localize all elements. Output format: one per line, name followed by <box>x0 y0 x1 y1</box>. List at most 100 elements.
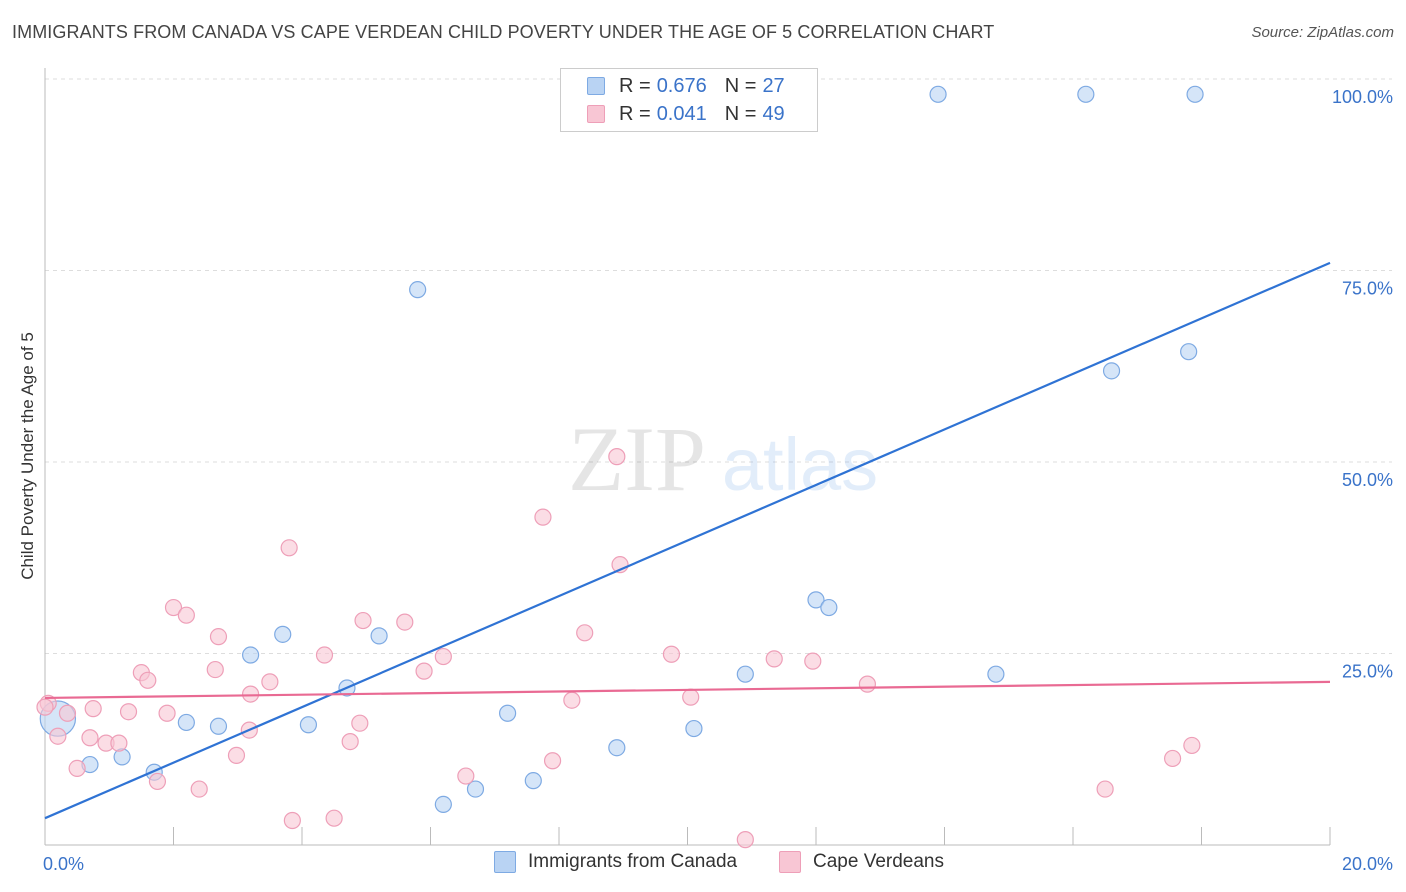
canada-point <box>685 719 703 738</box>
x-tick-label: 20.0% <box>1342 854 1393 874</box>
watermark: ZIP atlas <box>568 408 878 510</box>
legend-label-capeverde: Cape Verdeans <box>813 851 944 872</box>
watermark-atlas: atlas <box>722 423 878 506</box>
capeverde-point <box>457 767 475 785</box>
capeverde-point <box>177 606 195 624</box>
canada-point <box>409 281 427 299</box>
r-label: R = <box>619 102 651 125</box>
watermark-zip: ZIP <box>568 408 706 510</box>
capeverde-point <box>563 691 581 709</box>
canada-legend-swatch <box>494 851 516 873</box>
canada-point <box>299 716 318 734</box>
canada-point <box>1186 85 1204 103</box>
legend-item-canada[interactable]: Immigrants from Canada <box>494 851 737 873</box>
y-tick-label: 25.0% <box>1342 662 1393 682</box>
n-label: N = <box>724 102 757 125</box>
canada-point <box>370 627 388 645</box>
canada-point <box>466 780 485 798</box>
capeverde-point <box>1183 736 1201 755</box>
grid-layer <box>45 78 1392 654</box>
y-tick-label: 50.0% <box>1342 470 1393 490</box>
canada-point <box>524 772 542 790</box>
canada-point <box>736 665 754 683</box>
canada-point <box>1102 362 1121 380</box>
capeverde-point <box>858 675 877 693</box>
capeverde-point <box>1096 780 1114 798</box>
source-label: Source: ZipAtlas.com <box>1251 24 1394 41</box>
canada-point <box>807 591 825 609</box>
capeverde-point <box>36 698 54 716</box>
capeverde-point <box>1163 749 1182 768</box>
capeverde-trend-line <box>44 680 1331 700</box>
capeverde-point <box>81 729 99 747</box>
capeverde-point <box>119 703 138 721</box>
capeverde-point <box>227 746 246 764</box>
r-value: 0.041 <box>656 102 707 125</box>
capeverde-point <box>190 780 208 798</box>
capeverde-point <box>164 598 183 617</box>
capeverde-point <box>158 704 176 722</box>
canada-point <box>1180 343 1198 361</box>
capeverde-point <box>242 685 260 703</box>
tick-label-layer: 25.0% 50.0% 75.0% 100.0% 0.0% 20.0% <box>43 87 1393 874</box>
capeverde-point <box>736 831 754 849</box>
capeverde-point <box>415 662 433 680</box>
capeverde-point <box>396 613 414 631</box>
capeverde-point <box>682 688 700 706</box>
canada-point <box>434 795 452 814</box>
capeverde-point <box>280 539 298 557</box>
canada-point <box>499 704 517 722</box>
legend-label-canada: Immigrants from Canada <box>528 851 738 872</box>
trend-layer <box>44 261 1331 820</box>
capeverde-point <box>315 646 334 664</box>
n-value: 27 <box>762 74 785 97</box>
capeverde-point <box>608 448 626 466</box>
canada-point <box>177 713 195 732</box>
capeverde-point <box>148 772 167 791</box>
y-tick-label: 100.0% <box>1332 87 1393 107</box>
capeverde-point <box>84 700 102 718</box>
canada-point <box>209 717 228 735</box>
canada-trend-line <box>44 261 1331 820</box>
x-tick-label: 0.0% <box>43 854 84 874</box>
stats-legend: R = 0.676 N = 27 R = 0.041 N = 49 <box>560 68 818 132</box>
series-legend: Immigrants from Canada Cape Verdeans <box>0 851 1406 877</box>
capeverde-legend-swatch <box>779 851 801 873</box>
capeverde-point <box>325 809 343 827</box>
canada-point <box>820 598 838 617</box>
capeverde-point <box>434 647 452 666</box>
capeverde-point <box>68 759 86 778</box>
capeverde-point <box>341 732 359 751</box>
capeverde-point <box>58 704 77 722</box>
stats-row-canada: R = 0.676 N = 27 <box>587 73 803 99</box>
canada-point <box>242 646 260 664</box>
legend-item-capeverde[interactable]: Cape Verdeans <box>779 851 944 873</box>
r-value: 0.676 <box>656 74 707 97</box>
capeverde-point <box>576 624 594 642</box>
canada-point <box>1077 85 1095 103</box>
chart-title: IMMIGRANTS FROM CANADA VS CAPE VERDEAN C… <box>12 22 995 42</box>
n-label: N = <box>724 74 757 97</box>
capeverde-point <box>534 508 552 526</box>
r-label: R = <box>619 74 651 97</box>
capeverde-swatch <box>587 105 605 123</box>
capeverde-point <box>662 645 681 663</box>
canada-point <box>608 739 626 757</box>
capeverde-point <box>261 673 279 691</box>
canada-point <box>929 85 947 103</box>
y-tick-label: 75.0% <box>1342 279 1393 299</box>
canada-point <box>987 665 1005 683</box>
capeverde-point <box>543 752 562 770</box>
capeverde-point <box>804 652 822 670</box>
points-layer <box>36 85 1204 849</box>
capeverde-point <box>283 811 301 830</box>
capeverde-point <box>206 660 224 679</box>
canada-point <box>274 625 292 643</box>
y-axis-label: Child Poverty Under the Age of 5 <box>18 332 37 580</box>
capeverde-point <box>765 650 783 668</box>
capeverde-point <box>209 628 228 646</box>
capeverde-point <box>139 671 157 689</box>
capeverde-point <box>351 714 369 732</box>
canada-swatch <box>587 77 605 95</box>
